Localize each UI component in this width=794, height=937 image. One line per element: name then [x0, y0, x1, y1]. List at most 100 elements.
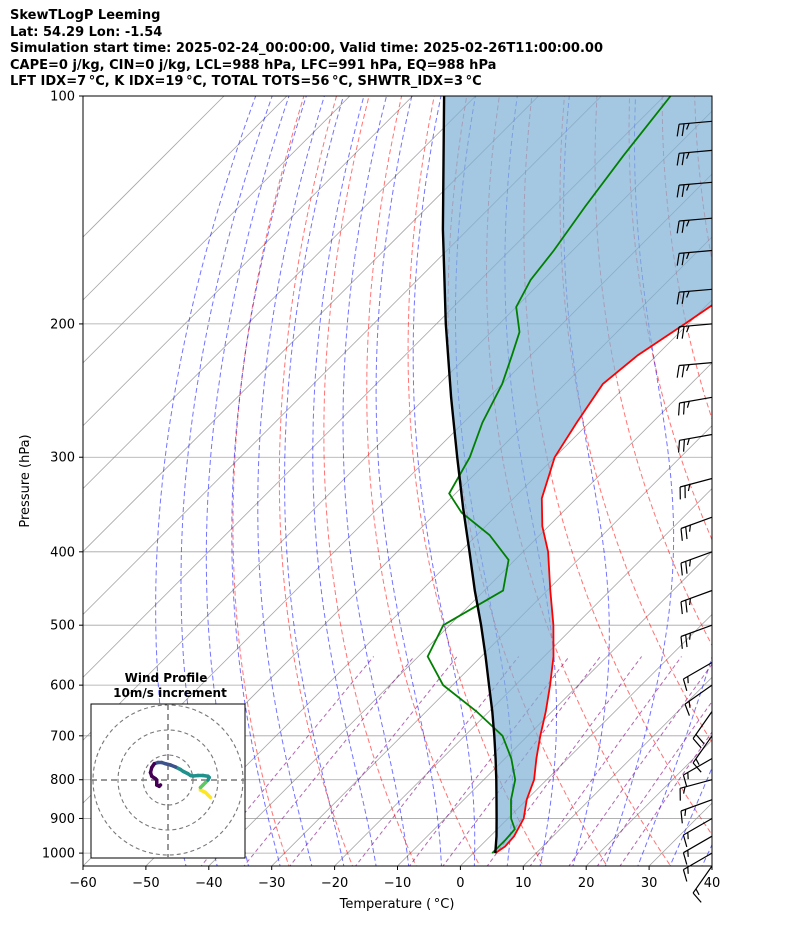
y-tick-label: 100: [50, 90, 75, 105]
y-tick-label: 400: [50, 545, 75, 560]
temperature-line: [494, 304, 712, 854]
y-tick-label: 1000: [42, 847, 75, 862]
moist-adiabat-line: [312, 96, 377, 866]
wind-barb: [678, 396, 713, 416]
wind-barb: [682, 817, 713, 848]
wind-barb: [682, 661, 713, 691]
isotherm-line: [208, 362, 712, 866]
moist-adiabat-line: [412, 96, 476, 866]
dry-adiabat-line: [323, 96, 417, 866]
moist-adiabat-line: [637, 655, 712, 866]
wind-barb: [692, 865, 713, 903]
dry-adiabat-line: [485, 96, 672, 866]
wind-barb: [692, 711, 713, 749]
moist-adiabat-line: [669, 766, 712, 866]
isotherm-line: [83, 96, 351, 364]
chart-title: SkewTLogP Leeming: [10, 8, 161, 23]
hodograph-title: Wind Profile: [125, 671, 208, 685]
isotherm-line: [83, 96, 225, 238]
wind-barb: [680, 624, 713, 649]
moist-adiabat-line: [375, 96, 442, 866]
moist-adiabat-line: [757, 79, 794, 884]
cape-area: [442, 96, 712, 854]
isotherm-line: [522, 676, 712, 866]
mixing-ratio-line: [289, 656, 458, 866]
isotherm-line: [459, 613, 712, 866]
y-tick-label: 900: [50, 812, 75, 827]
dry-adiabat-line: [278, 96, 354, 866]
parcel-line: [441, 96, 498, 854]
y-tick-label: 600: [50, 679, 75, 694]
dry-adiabat-line: [594, 96, 712, 647]
x-tick-label: 0: [456, 876, 464, 891]
wind-barb: [680, 516, 713, 541]
x-tick-label: −60: [69, 876, 96, 891]
wind-barb: [679, 779, 713, 801]
hodograph-segment: [157, 783, 163, 788]
dry-adiabat-line: [523, 96, 712, 836]
dry-adiabat-line: [366, 96, 481, 866]
x-tick-label: −40: [195, 876, 222, 891]
plot-area: [83, 61, 794, 884]
x-tick-label: 40: [704, 876, 721, 891]
wind-barb: [676, 120, 713, 137]
isotherm-line: [83, 96, 288, 301]
mixing-ratio-line: [354, 656, 520, 866]
wind-barb: [678, 433, 713, 453]
wind-barb: [676, 249, 713, 266]
wind-barb: [692, 735, 713, 773]
x-tick-label: 10: [515, 876, 532, 891]
mixing-ratio-line: [486, 656, 643, 866]
isotherm-line: [334, 488, 712, 866]
y-axis-label: Pressure (hPa): [18, 434, 33, 527]
dry-adiabat-line: [757, 61, 794, 884]
wind-barb: [679, 477, 713, 500]
dry-adiabat-line: [628, 96, 712, 542]
mixing-ratio-line: [442, 656, 601, 866]
x-tick-label: 20: [578, 876, 595, 891]
isotherm-line: [757, 61, 794, 884]
wind-barb: [676, 181, 713, 198]
moist-adiabat-line: [342, 96, 410, 866]
x-tick-label: −20: [321, 876, 348, 891]
moist-adiabat-line: [725, 79, 794, 884]
x-tick-label: −30: [258, 876, 285, 891]
y-tick-label: 800: [50, 773, 75, 788]
wind-barbs: [676, 120, 713, 903]
wind-barb: [682, 852, 713, 882]
x-tick-label: −50: [132, 876, 159, 891]
hodograph-grid: [91, 704, 245, 858]
isotherm-line: [83, 96, 540, 553]
y-tick-label: 300: [50, 451, 75, 466]
mixing-ratio-line: [243, 656, 415, 866]
moist-adiabat-line: [563, 96, 610, 866]
x-axis-ticks: −60 −50 −40 −30 −20 −10 0 10 20 30 40: [69, 866, 720, 891]
isotherm-line: [83, 96, 414, 427]
wind-barb: [676, 362, 713, 378]
wind-barb: [682, 835, 713, 865]
moist-adiabat-line: [604, 96, 675, 866]
moist-adiabat-line: [155, 96, 257, 866]
x-tick-label: −10: [384, 876, 411, 891]
y-tick-label: 500: [50, 619, 75, 634]
y-tick-label: 200: [50, 317, 75, 332]
moist-adiabat-line: [257, 96, 325, 866]
x-axis-label: Temperature ( °C): [339, 897, 455, 912]
wind-barb: [680, 551, 713, 576]
chart-header: SkewTLogP Leeming Lat: 54.29 Lon: -1.54 …: [10, 8, 603, 91]
wind-barb: [676, 288, 713, 305]
stability-line: CAPE=0 j/kg, CIN=0 j/kg, LCL=988 hPa, LF…: [10, 57, 497, 73]
moist-adiabat-line: [231, 96, 307, 866]
x-tick-label: 30: [641, 876, 658, 891]
location-line: Lat: 54.29 Lon: -1.54: [10, 24, 163, 40]
wind-barb: [676, 323, 713, 340]
isotherm-line: [83, 96, 477, 490]
dry-adiabat-line: [726, 61, 794, 884]
hodograph-trace: [148, 760, 213, 800]
wind-barb: [676, 217, 713, 234]
wind-barb: [680, 589, 713, 615]
dry-adiabat-line: [559, 96, 712, 744]
wind-barb: [680, 799, 713, 824]
dewpoint-line: [426, 96, 672, 854]
